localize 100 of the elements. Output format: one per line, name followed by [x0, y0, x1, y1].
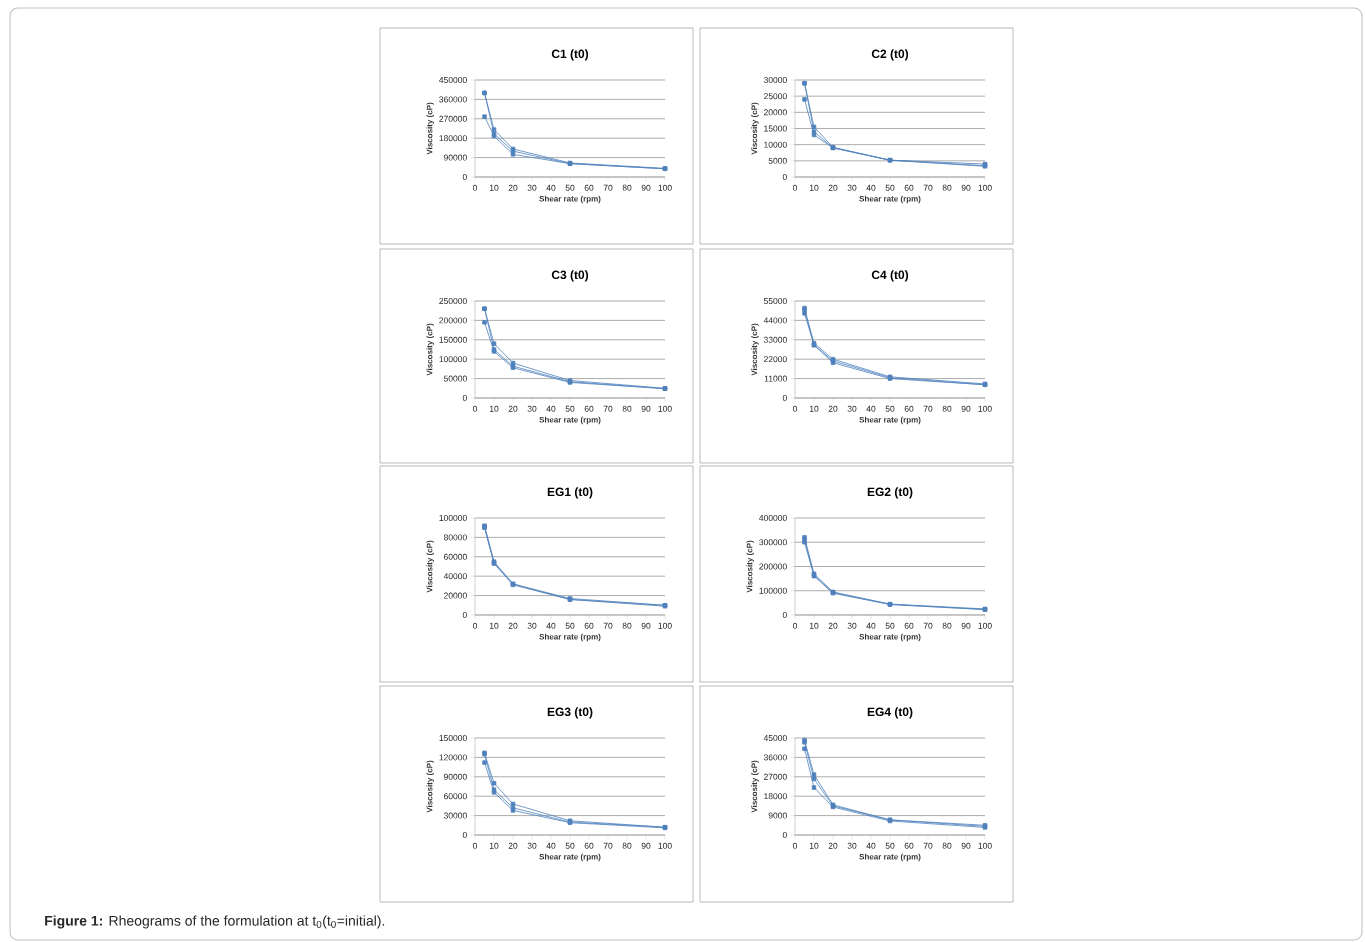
y-axis-title: Viscosity (cP): [751, 323, 759, 376]
x-tick-label: 90: [961, 184, 971, 191]
y-axis-title: Viscosity (cP): [751, 102, 759, 155]
y-axis-title: Viscosity (cP): [751, 760, 759, 813]
x-tick-label: 0: [792, 622, 798, 629]
x-axis-title: Shear rate (rpm): [859, 195, 921, 204]
x-tick-label: 80: [942, 184, 952, 191]
y-tick-label: 450000: [439, 76, 467, 83]
text: Figure 1: Rheograms of the formulation at t$_{0}$(t$_{0}$=initial).: [45, 915, 385, 929]
x-tick-label: 90: [641, 842, 651, 849]
x-tick-label: 0: [792, 842, 798, 849]
y-tick-label: 250000: [439, 297, 467, 304]
x-tick-label: 80: [942, 842, 952, 849]
y-axis-title: Viscosity (cP): [426, 540, 434, 593]
x-tick-label: 0: [792, 405, 798, 412]
y-tick-label: 55000: [763, 297, 787, 304]
y-tick-label: 90000: [443, 773, 467, 780]
x-tick-label: 30: [847, 622, 857, 629]
y-tick-label: 180000: [439, 135, 467, 142]
y-tick-label: 11000: [764, 375, 787, 382]
y-tick-label: 45000: [763, 734, 787, 741]
x-axis-title: Shear rate (rpm): [539, 195, 601, 204]
x-axis-title: Shear rate (rpm): [539, 633, 601, 642]
chart-title: C2 (t0): [871, 49, 909, 61]
x-tick-label: 80: [942, 405, 952, 412]
x-axis-title: Shear rate (rpm): [859, 633, 921, 642]
x-tick-label: 20: [508, 842, 518, 849]
y-tick-label: 36000: [763, 754, 787, 761]
chart-title: EG4 (t0): [867, 707, 913, 719]
y-tick-label: 270000: [439, 115, 467, 122]
y-tick-label: 100000: [439, 514, 467, 521]
x-tick-label: 60: [584, 842, 594, 849]
x-tick-label: 80: [942, 622, 952, 629]
y-tick-label: 10000: [764, 141, 787, 148]
y-tick-label: 5000: [768, 157, 787, 164]
x-tick-label: 40: [866, 842, 876, 849]
x-tick-label: 10: [809, 184, 819, 191]
x-tick-label: 50: [885, 842, 895, 849]
y-tick-label: 15000: [764, 125, 787, 132]
x-tick-label: 50: [565, 622, 575, 629]
x-tick-label: 20: [828, 842, 838, 849]
x-tick-label: 60: [584, 184, 594, 191]
x-tick-label: 100: [978, 184, 992, 191]
x-tick-label: 20: [828, 622, 838, 629]
y-tick-label: 0: [462, 394, 467, 401]
x-tick-label: 100: [978, 405, 992, 412]
x-tick-label: 20: [508, 405, 518, 412]
y-tick-label: 50000: [443, 375, 467, 382]
x-tick-label: 80: [622, 405, 632, 412]
y-tick-label: 90000: [443, 154, 467, 161]
y-tick-label: 150000: [439, 336, 467, 343]
x-tick-label: 50: [885, 184, 895, 191]
chart-title: C4 (t0): [871, 270, 909, 282]
y-tick-label: 100000: [439, 356, 467, 363]
x-tick-label: 70: [603, 184, 613, 191]
x-tick-label: 30: [527, 184, 537, 191]
x-tick-label: 100: [658, 622, 672, 629]
y-tick-label: 200000: [759, 563, 787, 570]
x-tick-label: 70: [603, 405, 613, 412]
y-tick-label: 20000: [763, 109, 787, 116]
x-tick-label: 30: [847, 184, 857, 191]
x-axis-title: Shear rate (rpm): [539, 853, 601, 862]
y-tick-label: 100000: [759, 587, 787, 594]
x-tick-label: 50: [885, 405, 895, 412]
x-tick-label: 20: [828, 405, 838, 412]
y-tick-label: 150000: [439, 734, 467, 741]
y-tick-label: 40000: [443, 573, 467, 580]
x-tick-label: 10: [489, 622, 499, 629]
x-tick-label: 100: [658, 184, 672, 191]
y-tick-label: 44000: [763, 317, 787, 324]
x-axis-title: Shear rate (rpm): [539, 416, 601, 425]
x-tick-label: 0: [472, 622, 478, 629]
chart-title: C3 (t0): [551, 270, 589, 282]
y-tick-label: 60000: [444, 553, 467, 560]
x-tick-label: 60: [904, 405, 914, 412]
x-tick-label: 40: [546, 842, 556, 849]
y-tick-label: 300000: [759, 539, 787, 546]
x-tick-label: 10: [489, 842, 499, 849]
x-tick-label: 80: [622, 184, 632, 191]
x-tick-label: 20: [508, 184, 518, 191]
y-tick-label: 60000: [444, 793, 467, 800]
x-tick-label: 90: [961, 842, 971, 849]
x-tick-label: 80: [622, 622, 632, 629]
y-tick-label: 0: [462, 173, 467, 180]
x-tick-label: 0: [472, 184, 478, 191]
x-tick-label: 30: [527, 622, 537, 629]
x-tick-label: 70: [923, 622, 933, 629]
x-tick-label: 60: [584, 622, 594, 629]
y-axis-title: Viscosity (cP): [426, 760, 434, 813]
y-axis-title: Viscosity (cP): [746, 540, 754, 593]
y-tick-label: 30000: [763, 76, 787, 83]
x-tick-label: 40: [546, 405, 556, 412]
x-tick-label: 60: [904, 622, 914, 629]
x-tick-label: 40: [866, 184, 876, 191]
x-tick-label: 70: [923, 842, 933, 849]
chart-title: EG2 (t0): [867, 487, 913, 499]
y-tick-label: 0: [782, 173, 787, 180]
x-tick-label: 10: [489, 405, 499, 412]
x-tick-label: 0: [472, 405, 478, 412]
y-tick-label: 0: [782, 831, 787, 838]
